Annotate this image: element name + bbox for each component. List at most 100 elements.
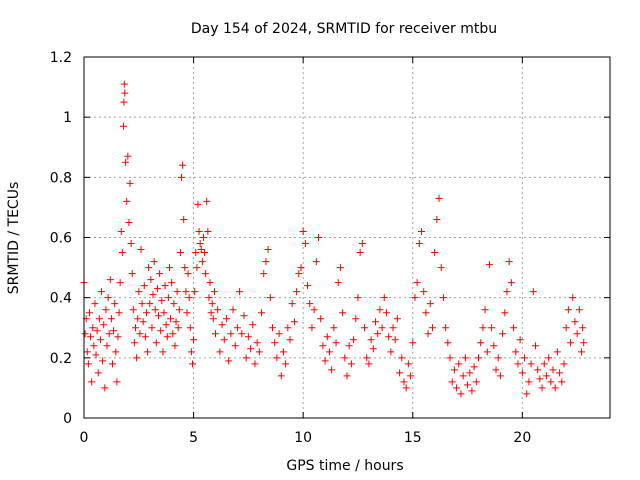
data-point — [99, 357, 107, 365]
y-tick-label: 1 — [63, 110, 72, 126]
data-point — [376, 306, 384, 314]
data-point — [163, 333, 171, 341]
data-point — [160, 309, 168, 317]
data-point — [208, 300, 216, 308]
data-point — [459, 372, 467, 380]
data-point — [139, 318, 147, 326]
data-point — [400, 378, 408, 386]
data-point — [547, 378, 555, 386]
data-point — [488, 324, 496, 332]
data-point — [155, 312, 163, 320]
data-point — [562, 324, 570, 332]
data-point — [90, 342, 98, 350]
data-point — [350, 336, 358, 344]
data-point — [514, 360, 522, 368]
data-point — [531, 342, 539, 350]
data-point — [512, 348, 520, 356]
data-point — [214, 306, 222, 314]
data-point — [268, 324, 276, 332]
data-point — [321, 357, 329, 365]
data-point — [290, 318, 298, 326]
data-point — [279, 348, 287, 356]
data-point — [505, 258, 513, 266]
data-point — [258, 309, 266, 317]
data-point — [538, 384, 546, 392]
data-point — [123, 197, 131, 205]
data-point — [545, 354, 553, 362]
data-point — [127, 240, 135, 248]
data-point — [378, 324, 386, 332]
data-point — [93, 327, 101, 335]
data-point — [264, 246, 272, 254]
data-point — [120, 80, 128, 88]
data-point — [190, 336, 198, 344]
data-point — [310, 306, 318, 314]
data-points — [80, 80, 588, 398]
data-point — [201, 249, 209, 257]
x-tick-label: 5 — [189, 430, 198, 446]
data-point — [192, 249, 200, 257]
y-tick-label: 0.8 — [50, 170, 72, 186]
data-point — [369, 345, 377, 353]
data-point — [233, 324, 241, 332]
data-point — [422, 309, 430, 317]
data-point — [141, 333, 149, 341]
y-tick-label: 1.2 — [50, 50, 72, 66]
data-point — [238, 330, 246, 338]
data-point — [87, 333, 95, 341]
data-point — [124, 152, 132, 160]
data-point — [81, 330, 89, 338]
data-point — [152, 339, 160, 347]
data-point — [437, 264, 445, 272]
data-point — [354, 294, 362, 302]
data-point — [494, 354, 502, 362]
data-point — [262, 258, 270, 266]
data-point — [464, 381, 472, 389]
data-point — [374, 330, 382, 338]
data-point — [105, 330, 113, 338]
data-point — [133, 354, 141, 362]
data-point — [328, 366, 336, 374]
data-point — [553, 348, 561, 356]
data-point — [371, 318, 379, 326]
data-point — [343, 372, 351, 380]
x-tick-label: 15 — [404, 430, 422, 446]
data-point — [227, 330, 235, 338]
data-point — [240, 312, 248, 320]
data-point — [453, 384, 461, 392]
data-point — [210, 288, 218, 296]
data-point — [271, 339, 279, 347]
data-point — [260, 270, 268, 278]
data-point — [251, 360, 259, 368]
data-point — [507, 279, 515, 287]
data-point — [181, 264, 189, 272]
data-point — [88, 378, 96, 386]
data-point — [273, 354, 281, 362]
data-point — [315, 234, 323, 241]
data-point — [413, 279, 421, 287]
data-point — [186, 324, 194, 332]
data-point — [85, 309, 93, 317]
y-axis-label: SRMTID / TECUs — [6, 182, 22, 295]
data-point — [293, 288, 301, 296]
data-point — [409, 339, 417, 347]
data-point — [176, 249, 184, 257]
data-point — [202, 270, 210, 278]
data-point — [204, 227, 212, 235]
data-point — [295, 270, 303, 278]
data-point — [428, 324, 436, 332]
data-point — [196, 240, 204, 248]
data-point — [466, 369, 474, 377]
data-point — [84, 360, 92, 368]
data-point — [134, 315, 142, 323]
data-point — [580, 339, 588, 347]
data-point — [149, 291, 157, 299]
data-point — [415, 240, 423, 248]
chart-title: Day 154 of 2024, SRMTID for receiver mtb… — [191, 21, 497, 37]
data-point — [470, 363, 478, 371]
data-point — [187, 348, 195, 356]
data-point — [391, 336, 399, 344]
data-point — [347, 360, 355, 368]
data-point — [199, 234, 207, 241]
data-point — [457, 390, 465, 398]
